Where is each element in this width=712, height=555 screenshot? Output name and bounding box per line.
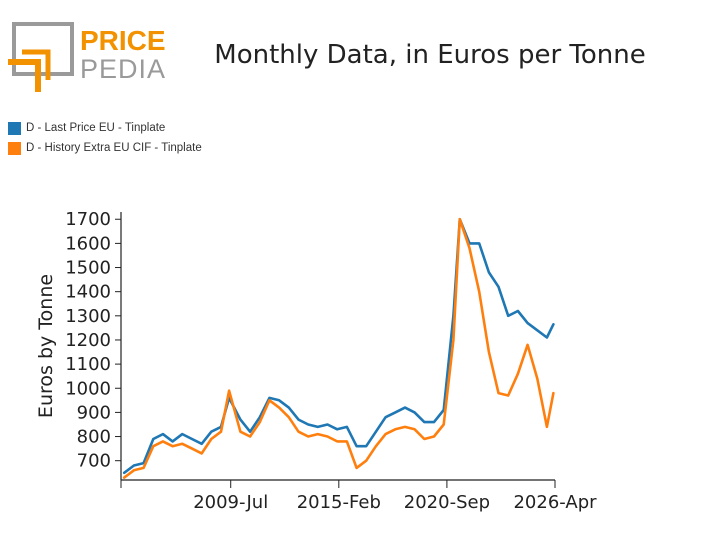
x-tick-label: 2015-Feb (297, 492, 381, 513)
y-tick-label: 1600 (65, 233, 111, 254)
legend-swatch-orange (8, 141, 21, 155)
y-tick-label: 700 (77, 451, 111, 472)
y-tick-label: 800 (77, 427, 111, 448)
y-tick-label: 1100 (65, 354, 111, 375)
legend-swatch-blue (8, 121, 21, 135)
logo-orange-bracket-outer (8, 59, 41, 92)
x-tick-label: 2009-Jul (193, 492, 268, 513)
logo-word-price: PRICE (80, 25, 166, 56)
legend-label-last-price: D - Last Price EU - Tinplate (26, 122, 166, 134)
series-line-history-extra (122, 217, 555, 479)
y-tick-label: 1400 (65, 282, 111, 303)
y-tick-label: 1000 (65, 378, 111, 399)
x-tick-label: 2020-Sep (404, 492, 490, 513)
y-tick-label: 1700 (65, 209, 111, 230)
logo-gray-square (12, 22, 74, 76)
pricepedia-logo: PRICE PEDIA (8, 22, 168, 94)
legend-label-history-extra: D - History Extra EU CIF - Tinplate (26, 142, 202, 154)
chart-title: Monthly Data, in Euros per Tonne (214, 40, 646, 70)
x-tick-label: 2026-Apr (513, 492, 597, 513)
y-tick-label: 1300 (65, 306, 111, 327)
y-tick-label: 900 (77, 402, 111, 423)
y-axis-label: Euros by Tonne (35, 274, 57, 418)
series-line-last-price (122, 217, 555, 475)
logo-word-pedia: PEDIA (80, 54, 166, 84)
legend-item-last-price[interactable]: D - Last Price EU - Tinplate (8, 118, 202, 138)
legend-item-history-extra[interactable]: D - History Extra EU CIF - Tinplate (8, 138, 202, 158)
logo-orange-bracket-inner (22, 49, 51, 80)
y-tick-label: 1200 (65, 330, 111, 351)
legend: D - Last Price EU - Tinplate D - History… (8, 118, 202, 158)
y-tick-label: 1500 (65, 258, 111, 279)
